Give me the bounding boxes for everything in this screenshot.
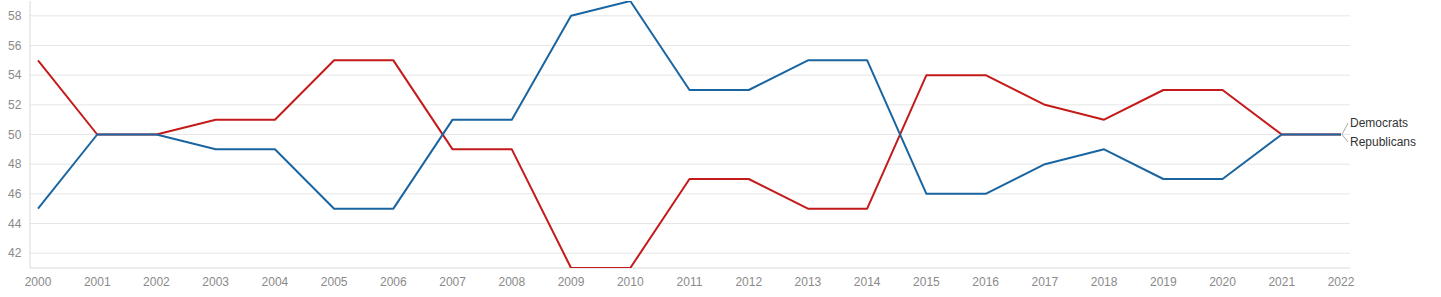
chart: 42 44 46 48 50 52 54 56 58 2000 2001 2002 2003 2004 20… <box>0 0 1441 297</box>
legend-label: Democrats <box>1350 116 1408 130</box>
grid-line <box>30 134 1350 135</box>
x-tick-label: 2009 <box>558 275 585 289</box>
x-tick-label: 2002 <box>143 275 170 289</box>
x-tick-label: 2007 <box>439 275 466 289</box>
x-tick-label: 2000 <box>25 275 52 289</box>
x-tick-label: 2015 <box>913 275 940 289</box>
x-tick-label: 2019 <box>1150 275 1177 289</box>
x-tick-label: 2021 <box>1268 275 1295 289</box>
x-tick-label: 2013 <box>795 275 822 289</box>
y-tick-label: 46 <box>8 187 22 201</box>
x-tick-label: 2008 <box>498 275 525 289</box>
y-tick-label: 56 <box>8 39 22 53</box>
x-tick-label: 2010 <box>617 275 644 289</box>
legend-label: Republicans <box>1350 135 1416 149</box>
x-tick-label: 2011 <box>677 275 703 289</box>
series-line <box>38 60 1341 268</box>
grid-line <box>30 45 1350 46</box>
x-tick-label: 2018 <box>1091 275 1118 289</box>
legend-connector <box>1342 123 1348 135</box>
x-tick-label: 2004 <box>262 275 289 289</box>
x-tick-label: 2003 <box>202 275 229 289</box>
x-tick-label: 2022 <box>1328 275 1355 289</box>
grid-line <box>30 15 1350 16</box>
x-tick-label: 2012 <box>735 275 762 289</box>
series-line <box>38 1 1341 209</box>
grid-line <box>30 223 1350 224</box>
x-tick-label: 2005 <box>321 275 348 289</box>
grid-line <box>30 253 1350 254</box>
y-tick-label: 44 <box>8 217 22 231</box>
x-tick-label: 2016 <box>972 275 999 289</box>
grid-line <box>30 104 1350 105</box>
y-tick-label: 54 <box>8 68 22 82</box>
legend-connector <box>1342 135 1348 143</box>
x-tick-label: 2001 <box>84 275 111 289</box>
x-tick-label: 2006 <box>380 275 407 289</box>
y-tick-label: 50 <box>8 128 22 142</box>
y-axis-line <box>30 1 31 268</box>
x-tick-label: 2020 <box>1209 275 1236 289</box>
grid-line <box>30 164 1350 165</box>
x-tick-label: 2017 <box>1032 275 1059 289</box>
plot-area <box>38 1 1341 268</box>
y-tick-label: 42 <box>8 246 22 260</box>
x-axis-line <box>30 268 1350 269</box>
grid-line <box>30 193 1350 194</box>
y-tick-label: 58 <box>8 9 22 23</box>
y-tick-label: 48 <box>8 157 22 171</box>
x-tick-label: 2014 <box>854 275 881 289</box>
y-tick-label: 52 <box>8 98 22 112</box>
grid-line <box>30 75 1350 76</box>
